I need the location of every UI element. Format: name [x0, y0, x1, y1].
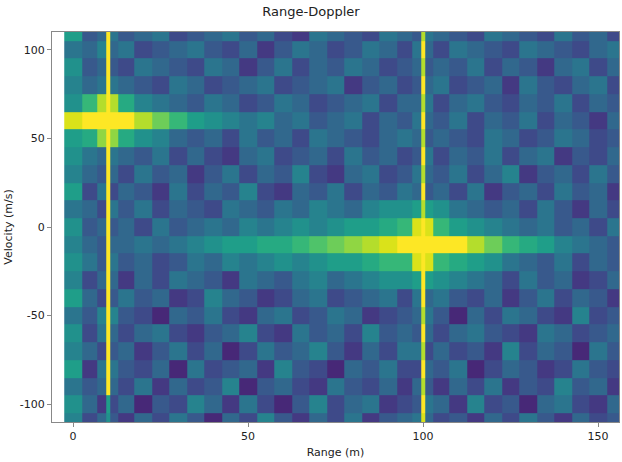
svg-text:-50: -50 [27, 309, 45, 322]
svg-text:Range (m): Range (m) [307, 446, 365, 459]
svg-text:Range-Doppler: Range-Doppler [262, 4, 360, 19]
svg-text:Velocity (m/s): Velocity (m/s) [2, 189, 15, 264]
svg-text:50: 50 [241, 430, 255, 443]
svg-text:-100: -100 [20, 398, 45, 411]
svg-text:100: 100 [24, 44, 45, 57]
svg-text:150: 150 [588, 430, 609, 443]
svg-text:50: 50 [31, 132, 45, 145]
svg-text:0: 0 [38, 221, 45, 234]
svg-text:0: 0 [70, 430, 77, 443]
svg-text:100: 100 [413, 430, 434, 443]
